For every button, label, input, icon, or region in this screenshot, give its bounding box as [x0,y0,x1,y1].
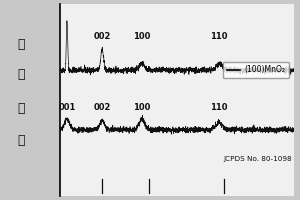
Text: 射: 射 [17,68,25,80]
Text: 110: 110 [210,103,228,112]
Text: 110: 110 [210,32,228,41]
Text: 100: 100 [133,32,151,41]
Text: 衍: 衍 [17,38,25,50]
Text: JCPDS No. 80-1098: JCPDS No. 80-1098 [223,156,292,162]
Text: 001: 001 [58,103,76,112]
Text: 100: 100 [133,103,151,112]
Text: 002: 002 [93,103,111,112]
Text: 002: 002 [93,32,111,41]
Text: 度: 度 [17,134,25,146]
Text: 強: 強 [17,102,25,114]
Legend: (100)MnO₂: (100)MnO₂ [223,62,289,78]
